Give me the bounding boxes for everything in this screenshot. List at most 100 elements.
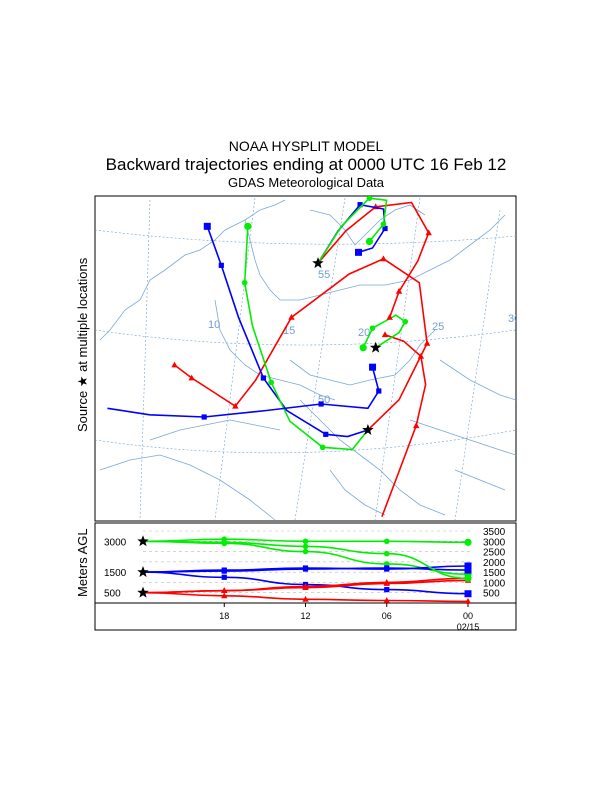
map-trajectory-point [376, 388, 382, 394]
graticule [95, 197, 516, 521]
height-left-tick: 3000 [104, 537, 127, 548]
height-left-tick: 500 [104, 589, 121, 600]
time-tick-label: 00 [463, 611, 473, 621]
map-trajectory-3 [243, 226, 369, 451]
map-trajectory-point [260, 375, 266, 381]
map-trajectory-point [425, 229, 432, 236]
height-trajectory-end [464, 538, 472, 546]
map-trajectory-point [380, 221, 387, 227]
map-trajectory-point [402, 318, 409, 325]
height-trajectory-point [302, 595, 309, 602]
height-trajectory-point [221, 587, 228, 594]
map-source-markers [312, 257, 382, 435]
height-trajectory-end [464, 590, 472, 598]
map-source-star-1 [362, 423, 374, 435]
height-trajectories [137, 535, 472, 604]
height-trajectory-point [383, 561, 390, 567]
lat-label-55: 55 [318, 269, 330, 281]
chart-title: Backward trajectories ending at 0000 UTC… [105, 155, 507, 174]
height-trajectory-point [221, 539, 228, 546]
map-trajectory-4 [381, 333, 427, 517]
map-trajectory-point [268, 379, 274, 386]
height-trajectory-point [302, 543, 309, 550]
map-trajectory-end [203, 222, 211, 230]
height-trajectory-point [302, 584, 309, 590]
height-trajectory-point [383, 550, 390, 557]
map-trajectory-end [355, 248, 363, 256]
lon-label-10: 10 [208, 319, 220, 331]
lon-label-20: 20 [358, 327, 370, 339]
lon-label-25: 25 [432, 321, 444, 333]
map-trajectory-2 [206, 226, 369, 438]
map-trajectory-end [365, 237, 374, 246]
time-tick-label: 12 [300, 611, 310, 621]
height-right-tick: 500 [483, 589, 500, 600]
height-trajectory-point [302, 538, 309, 545]
time-tick-label: 18 [219, 611, 229, 621]
height-trajectory-end [464, 562, 472, 570]
time-tick-label: 06 [382, 611, 392, 621]
height-trajectory-point [383, 597, 390, 603]
height-right-tick: 1000 [483, 578, 506, 589]
map-trajectory-point [423, 339, 431, 346]
map-trajectory-point [318, 401, 324, 407]
height-right-tick: 2000 [483, 558, 506, 569]
map-trajectory-point [395, 287, 403, 294]
height-trajectory-point [221, 592, 228, 599]
map-trajectory-point [319, 444, 326, 451]
height-source-star-1500 [137, 566, 149, 577]
height-source-star-3000 [137, 535, 149, 547]
height-right-tick: 2500 [483, 548, 506, 559]
height-trajectory-point [221, 574, 227, 580]
data-source-title: GDAS Meteorological Data [227, 175, 385, 190]
coastlines [99, 199, 516, 521]
map-trajectory-7 [317, 201, 430, 318]
height-trajectory-point [383, 538, 390, 545]
map-trajectory-point [413, 422, 420, 429]
map-trajectory-point [381, 331, 389, 338]
height-trajectory-point [302, 566, 309, 572]
lon-label-30: 30 [508, 313, 520, 325]
map-trajectory-point [369, 325, 376, 331]
height-trajectory-point [221, 568, 227, 574]
date-label: 02/15 [457, 622, 480, 632]
map-trajectory-point [201, 414, 207, 420]
map-trajectory-point [357, 202, 363, 208]
height-trajectory-point [384, 587, 390, 593]
map-panel: 10 15 20 25 30 55 50 [94, 195, 520, 522]
map-trajectories [107, 196, 432, 517]
map-trajectory-point [417, 352, 425, 359]
height-right-tick: 3500 [483, 527, 506, 538]
map-trajectory-point [323, 431, 329, 437]
height-left-tick: 1500 [104, 568, 127, 579]
map-trajectory-point [366, 196, 373, 201]
map-trajectory-end [359, 344, 367, 352]
map-trajectory-point [382, 225, 388, 232]
map-trajectory-6 [362, 314, 407, 349]
height-right-tick: 1500 [483, 568, 506, 579]
map-trajectory-point [218, 262, 224, 268]
height-trajectory-point [384, 565, 390, 571]
map-trajectory-9 [317, 197, 388, 264]
height-right-tick: 3000 [483, 537, 506, 548]
height-trajectory-end [464, 566, 472, 574]
height-trajectory-point [383, 580, 390, 586]
map-source-star-3 [312, 257, 324, 269]
map-source-star-2 [369, 341, 382, 353]
map-trajectory-point [171, 361, 178, 368]
height-panel: 3500300025002000150010005003000150050018… [94, 522, 517, 632]
lon-label-15: 15 [283, 325, 295, 337]
map-trajectory-point [188, 374, 195, 381]
height-source-star-500 [137, 586, 149, 598]
height-trajectory-end [464, 574, 472, 582]
height-trajectory-point [302, 548, 309, 555]
map-trajectory-1 [174, 257, 428, 431]
height-trajectory-point [464, 597, 472, 604]
map-trajectory-5 [107, 366, 380, 418]
map-trajectory-end [244, 222, 252, 230]
map-trajectory-point [241, 279, 248, 286]
map-trajectory-point [288, 313, 295, 320]
map-trajectory-point [380, 255, 387, 262]
model-title: NOAA HYSPLIT MODEL [228, 138, 384, 154]
